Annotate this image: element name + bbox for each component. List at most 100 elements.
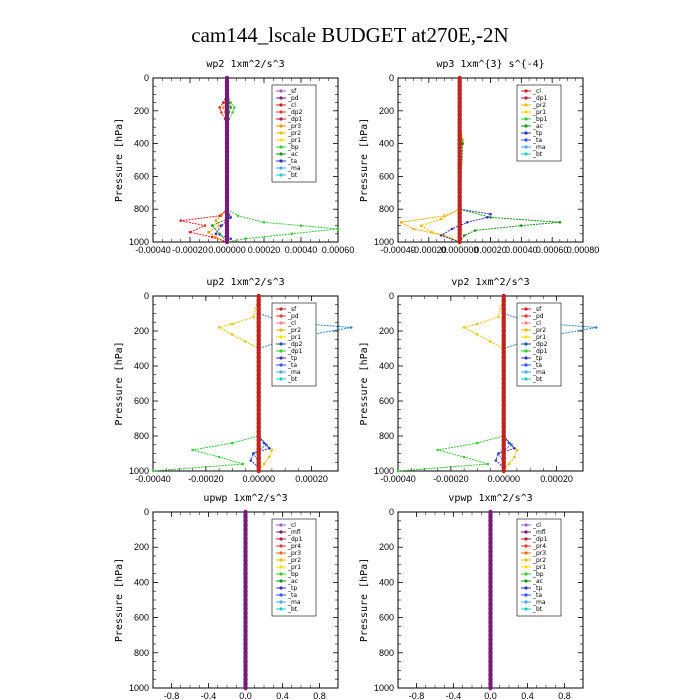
up2-zero-marker (256, 420, 261, 426)
vpwp-legend-label: _tp (532, 585, 542, 592)
wp3-point (439, 234, 443, 237)
wp2-ytick-label: 0 (144, 73, 149, 83)
up2-zero-marker (256, 429, 261, 434)
wp2-zero-marker (224, 211, 230, 216)
wp2-zero-marker (224, 166, 230, 171)
wp3-xtick-label: 0.00020 (474, 245, 507, 255)
vp2-zero-marker (501, 372, 506, 377)
up2-legend-label: _dp1 (287, 348, 303, 355)
vpwp-legend-label: _bp (532, 571, 544, 578)
wp3-zero-marker (457, 79, 462, 85)
wp2-zero-marker (224, 100, 230, 105)
vp2-zero-marker (501, 320, 506, 325)
up2-legend-label: _pr1 (287, 334, 301, 341)
vpwp-ytick-label: 0 (389, 507, 394, 517)
wp2-legend-marker (279, 173, 283, 177)
wp3-zero-marker (457, 84, 462, 89)
wp3-zero-marker (457, 149, 462, 154)
vpwp-zero-marker (488, 553, 493, 559)
wp2-panel: wp2 1xm^2/s^3 0 200 400 600 800 1000-0.00040 -0… (114, 59, 354, 255)
wp3-legend-marker (524, 145, 528, 149)
wp3-point (486, 216, 489, 219)
vpwp-zero-marker (488, 593, 493, 598)
wp2-legend-marker (279, 138, 283, 142)
upwp-xtick-label: -0.4 (201, 691, 217, 700)
wp2-legend-marker (279, 89, 283, 93)
wp3-zero-marker (457, 133, 462, 138)
wp3-zero-marker (457, 202, 462, 208)
wp3-zero-marker (457, 108, 462, 114)
upwp-ytick-label: 800 (134, 648, 149, 658)
upwp-zero-marker (243, 619, 248, 625)
upwp-zero-marker (243, 650, 248, 655)
up2-legend-label: _pd (287, 313, 299, 320)
vp2-zero-marker (501, 341, 506, 347)
upwp-legend-label: _bt (287, 606, 298, 613)
upwp-legend-marker (279, 565, 283, 569)
up2-zero-marker (256, 394, 261, 399)
vpwp-legend-label: _mfl (532, 529, 546, 536)
up2-point (191, 448, 194, 452)
up2-ytick-label: 0 (144, 291, 149, 301)
vp2-legend-label: _bt (532, 376, 543, 383)
vp2-legend-marker (524, 314, 528, 318)
wp2-point (218, 224, 221, 227)
vpwp-zero-marker (488, 549, 493, 554)
vp2-point (594, 326, 598, 329)
wp2-zero-marker (224, 120, 230, 126)
vp2-zero-marker (501, 433, 506, 439)
up2-zero-marker (256, 372, 261, 377)
wp3-zero-marker (457, 182, 462, 187)
upwp-legend-marker (279, 544, 283, 548)
vpwp-legend-label: _ta (532, 592, 542, 599)
wp3-xtick-label: 0.00060 (536, 245, 569, 255)
wp2-point (179, 219, 183, 222)
vp2-legend-marker (524, 356, 528, 360)
up2-legend-marker (279, 328, 283, 332)
wp2-zero-marker (224, 116, 230, 122)
wp3-point (520, 224, 523, 227)
wp2-legend-marker (279, 124, 283, 128)
vpwp-zero-marker (488, 558, 493, 563)
wp3-legend-marker (524, 89, 528, 93)
wp2-legend-label: _dp1 (287, 116, 303, 123)
wp2-point (218, 214, 221, 218)
wp2-point (220, 214, 223, 218)
wp2-point (220, 111, 223, 114)
wp3-point (466, 221, 469, 224)
up2-ytick-label: 400 (134, 361, 149, 371)
up2-zero-marker (256, 390, 261, 395)
up2-zero-marker (256, 381, 261, 386)
upwp-zero-marker (243, 518, 248, 523)
up2-ytick-label: 800 (134, 431, 149, 441)
wp3-legend-label: _ac (532, 123, 543, 130)
upwp-xtick-label: 0.0 (239, 691, 252, 700)
vp2-ytick-label: 0 (389, 291, 394, 301)
vpwp-zero-marker (488, 584, 493, 589)
vpwp-zero-marker (488, 628, 493, 633)
vp2-legend: _sf_pd_cl_pr2_pr1_dp2_dp1_tp_ta_ma_bt (516, 302, 562, 387)
vpwp-zero-marker (488, 672, 493, 677)
up2-ytick-label: 600 (134, 396, 149, 406)
upwp-zero-marker (243, 606, 248, 611)
upwp-zero-marker (243, 637, 248, 642)
vpwp-ytick-label: 1000 (374, 683, 394, 693)
wp3-xtick-label: 0.00080 (567, 245, 600, 255)
vp2-xtick-label: 0.00000 (487, 474, 520, 484)
wp3-legend-label: _pr2 (532, 102, 546, 109)
wp2-point (236, 214, 240, 218)
vp2-point (494, 459, 498, 462)
upwp-ytick-label: 200 (134, 542, 149, 552)
vp2-zero-marker (501, 328, 506, 334)
vp2-zero-marker (501, 468, 506, 474)
vpwp-zero-marker (488, 523, 493, 528)
upwp-ytick-label: 0 (144, 507, 149, 517)
wp2-series-ac (226, 78, 339, 243)
wp3-zero-marker (457, 157, 462, 163)
vp2-xtick-label: -0.00020 (433, 474, 469, 484)
vp2-ytick-label: 800 (379, 431, 394, 441)
vpwp-zero-marker (488, 531, 493, 537)
up2-zero-marker (256, 324, 261, 329)
vp2-legend-label: _tp (532, 355, 542, 362)
vpwp-legend-label: _bt (532, 606, 543, 613)
